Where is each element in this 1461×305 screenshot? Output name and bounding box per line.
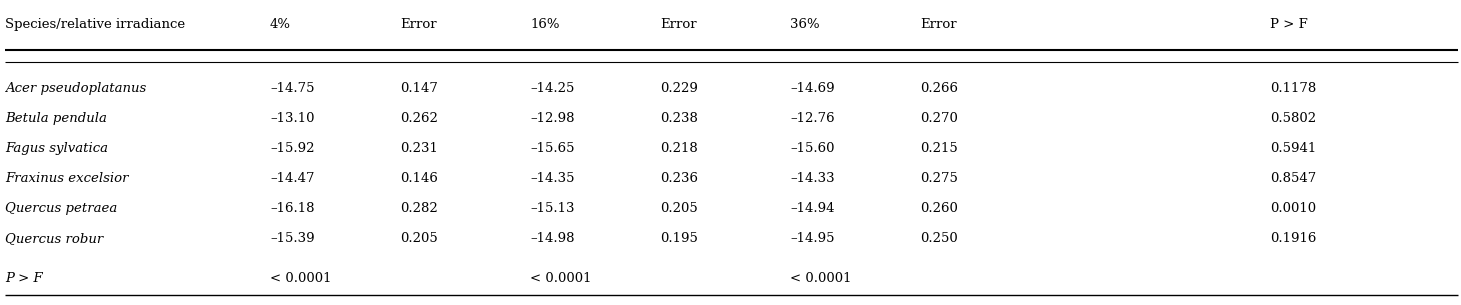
Text: –15.65: –15.65 (530, 142, 574, 155)
Text: 0.262: 0.262 (400, 112, 438, 125)
Text: Error: Error (920, 18, 957, 31)
Text: Quercus robur: Quercus robur (4, 232, 104, 245)
Text: 0.270: 0.270 (920, 112, 958, 125)
Text: 16%: 16% (530, 18, 560, 31)
Text: –14.47: –14.47 (270, 172, 314, 185)
Text: 0.236: 0.236 (660, 172, 698, 185)
Text: 0.1178: 0.1178 (1270, 82, 1316, 95)
Text: Betula pendula: Betula pendula (4, 112, 107, 125)
Text: < 0.0001: < 0.0001 (270, 272, 332, 285)
Text: 0.5802: 0.5802 (1270, 112, 1316, 125)
Text: 0.231: 0.231 (400, 142, 438, 155)
Text: Error: Error (660, 18, 697, 31)
Text: 0.250: 0.250 (920, 232, 958, 245)
Text: 0.205: 0.205 (660, 202, 698, 215)
Text: < 0.0001: < 0.0001 (530, 272, 592, 285)
Text: –14.75: –14.75 (270, 82, 314, 95)
Text: –13.10: –13.10 (270, 112, 314, 125)
Text: 0.0010: 0.0010 (1270, 202, 1316, 215)
Text: P > F: P > F (4, 272, 42, 285)
Text: 0.282: 0.282 (400, 202, 438, 215)
Text: –14.35: –14.35 (530, 172, 574, 185)
Text: 0.238: 0.238 (660, 112, 698, 125)
Text: 0.275: 0.275 (920, 172, 958, 185)
Text: 0.229: 0.229 (660, 82, 698, 95)
Text: –12.98: –12.98 (530, 112, 574, 125)
Text: 0.1916: 0.1916 (1270, 232, 1316, 245)
Text: –14.95: –14.95 (790, 232, 834, 245)
Text: –14.98: –14.98 (530, 232, 574, 245)
Text: P > F: P > F (1270, 18, 1308, 31)
Text: –14.69: –14.69 (790, 82, 834, 95)
Text: 0.146: 0.146 (400, 172, 438, 185)
Text: –12.76: –12.76 (790, 112, 834, 125)
Text: Quercus petraea: Quercus petraea (4, 202, 117, 215)
Text: –14.33: –14.33 (790, 172, 834, 185)
Text: 0.260: 0.260 (920, 202, 958, 215)
Text: –16.18: –16.18 (270, 202, 314, 215)
Text: 0.8547: 0.8547 (1270, 172, 1316, 185)
Text: < 0.0001: < 0.0001 (790, 272, 852, 285)
Text: –14.94: –14.94 (790, 202, 834, 215)
Text: 0.147: 0.147 (400, 82, 438, 95)
Text: Species/relative irradiance: Species/relative irradiance (4, 18, 186, 31)
Text: 0.205: 0.205 (400, 232, 438, 245)
Text: 0.195: 0.195 (660, 232, 698, 245)
Text: –15.13: –15.13 (530, 202, 574, 215)
Text: –15.92: –15.92 (270, 142, 314, 155)
Text: 4%: 4% (270, 18, 291, 31)
Text: Acer pseudoplatanus: Acer pseudoplatanus (4, 82, 146, 95)
Text: –15.39: –15.39 (270, 232, 314, 245)
Text: 0.215: 0.215 (920, 142, 958, 155)
Text: Error: Error (400, 18, 437, 31)
Text: 0.218: 0.218 (660, 142, 698, 155)
Text: Fraxinus excelsior: Fraxinus excelsior (4, 172, 129, 185)
Text: 0.5941: 0.5941 (1270, 142, 1316, 155)
Text: –14.25: –14.25 (530, 82, 574, 95)
Text: –15.60: –15.60 (790, 142, 834, 155)
Text: Fagus sylvatica: Fagus sylvatica (4, 142, 108, 155)
Text: 36%: 36% (790, 18, 820, 31)
Text: 0.266: 0.266 (920, 82, 958, 95)
